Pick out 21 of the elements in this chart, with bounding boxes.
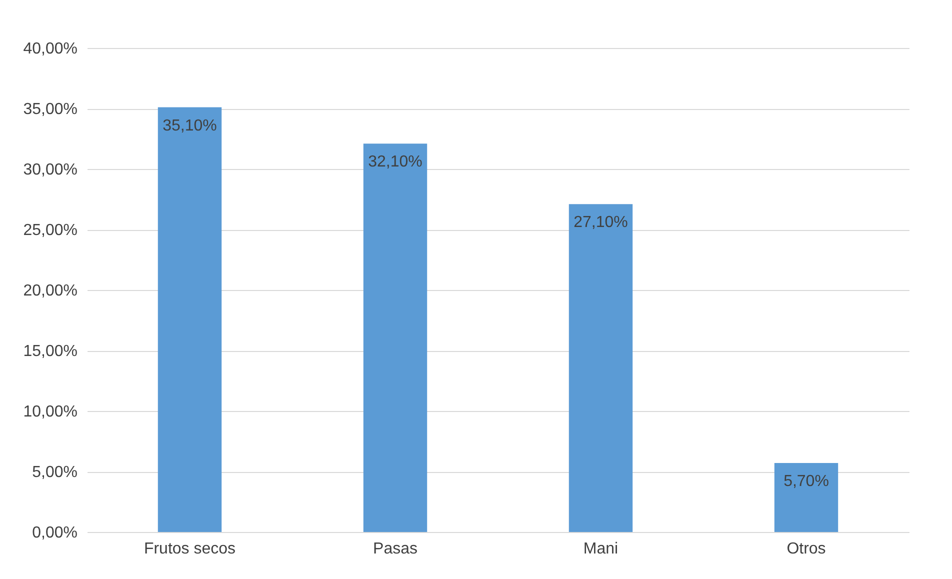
y-tick-label: 40,00% [23, 40, 78, 58]
y-tick-label: 5,00% [32, 464, 78, 481]
x-tick-label: Otros [786, 540, 826, 558]
x-tick-label: Frutos secos [144, 540, 236, 558]
x-tick-label: Pasas [373, 540, 418, 558]
y-tick-label: 20,00% [23, 282, 78, 300]
text: 5,70% [784, 473, 829, 490]
y-tick-label: 15,00% [23, 343, 78, 360]
x-tick-label: Mani [583, 540, 618, 558]
y-tick-label: 35,00% [23, 101, 78, 118]
y-tick-label: 0,00% [32, 524, 78, 542]
bar [568, 204, 633, 532]
bar [774, 463, 838, 532]
bar [158, 107, 222, 532]
bar [363, 144, 428, 532]
y-tick-label: 10,00% [23, 404, 78, 420]
text: 27,10% [574, 214, 628, 232]
y-tick-label: 30,00% [23, 162, 78, 178]
text: 35,10% [162, 117, 217, 134]
y-tick-label: 25,00% [23, 222, 78, 239]
text: 32,10% [368, 154, 422, 171]
